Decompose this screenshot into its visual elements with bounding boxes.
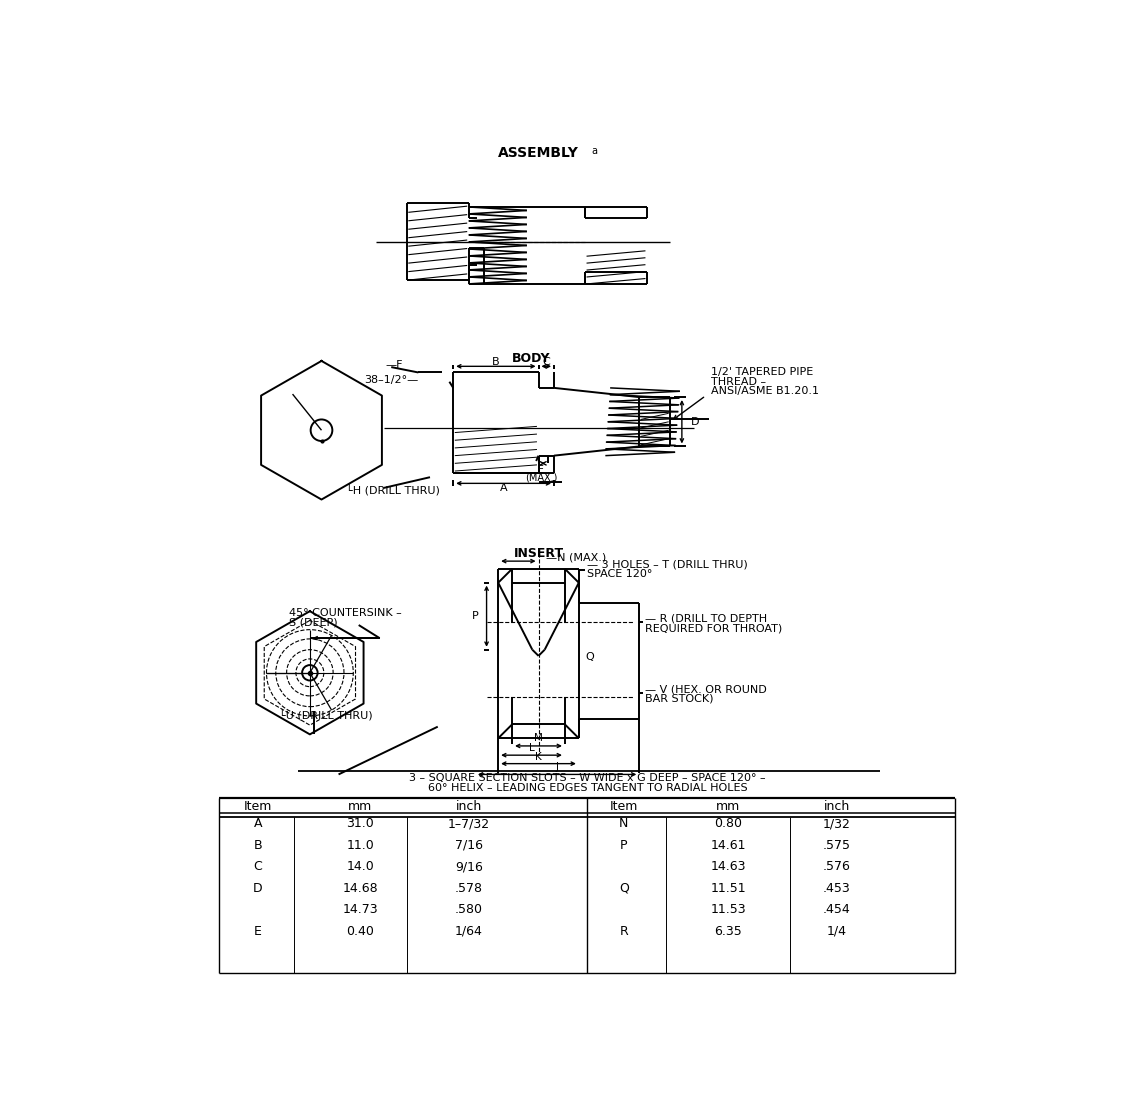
Text: .576: .576 — [823, 861, 850, 873]
Text: E: E — [254, 925, 262, 938]
Text: a: a — [591, 145, 597, 155]
Text: 45° COUNTERSINK –: 45° COUNTERSINK – — [289, 608, 402, 618]
Text: N: N — [619, 818, 628, 830]
Text: (MAX.): (MAX.) — [525, 473, 557, 483]
Text: THREAD –: THREAD – — [711, 377, 766, 387]
Text: R: R — [619, 925, 628, 938]
Text: └U (DRILL THRU): └U (DRILL THRU) — [278, 710, 372, 721]
Text: 6.35: 6.35 — [714, 925, 743, 938]
Text: D: D — [253, 882, 262, 895]
Text: L: L — [528, 743, 534, 754]
Text: J: J — [556, 763, 558, 773]
Text: 1/64: 1/64 — [455, 925, 482, 938]
Text: A: A — [253, 818, 262, 830]
Text: 1/2' TAPERED PIPE: 1/2' TAPERED PIPE — [711, 367, 813, 378]
Text: 7/16: 7/16 — [455, 839, 482, 852]
Text: D: D — [690, 417, 699, 426]
Text: .578: .578 — [455, 882, 482, 895]
Text: 1–7/32: 1–7/32 — [448, 818, 489, 830]
Text: .580: .580 — [455, 904, 482, 917]
Text: A: A — [500, 483, 508, 493]
Text: .454: .454 — [823, 904, 850, 917]
Text: —N (MAX.): —N (MAX.) — [547, 552, 606, 562]
Text: 9/16: 9/16 — [455, 861, 482, 873]
Text: P: P — [472, 612, 479, 622]
Text: 31.0: 31.0 — [346, 818, 374, 830]
Text: Item: Item — [244, 800, 272, 813]
Text: 60° HELIX – LEADING EDGES TANGENT TO RADIAL HOLES: 60° HELIX – LEADING EDGES TANGENT TO RAD… — [427, 782, 747, 792]
Text: .453: .453 — [823, 882, 850, 895]
Text: C: C — [542, 357, 550, 367]
Text: 3 – SQUARE SECTION SLOTS – W WIDE x G DEEP – SPACE 120° –: 3 – SQUARE SECTION SLOTS – W WIDE x G DE… — [409, 774, 766, 784]
Text: Q: Q — [584, 652, 594, 662]
Text: 14.61: 14.61 — [711, 839, 746, 852]
Text: — 3 HOLES – T (DRILL THRU): — 3 HOLES – T (DRILL THRU) — [587, 560, 747, 570]
Text: .575: .575 — [823, 839, 850, 852]
Text: SPACE 120°: SPACE 120° — [587, 570, 652, 580]
Text: 0.40: 0.40 — [346, 925, 375, 938]
Text: BAR STOCK): BAR STOCK) — [645, 694, 714, 704]
Text: inch: inch — [456, 800, 481, 813]
Text: 1/4: 1/4 — [827, 925, 847, 938]
Text: 11.53: 11.53 — [711, 904, 746, 917]
Text: 38–1/2°—: 38–1/2°— — [364, 375, 418, 386]
Text: S (DEEP): S (DEEP) — [289, 618, 338, 628]
Text: E: E — [537, 465, 544, 475]
Text: 0.80: 0.80 — [714, 818, 743, 830]
Text: mm: mm — [348, 800, 372, 813]
Text: K: K — [535, 752, 542, 761]
Text: inch: inch — [824, 800, 850, 813]
Text: 14.0: 14.0 — [346, 861, 374, 873]
Text: Q: Q — [619, 882, 629, 895]
Text: B: B — [253, 839, 262, 852]
Text: — R (DRILL TO DEPTH: — R (DRILL TO DEPTH — [645, 614, 768, 624]
Text: 1/32: 1/32 — [823, 818, 850, 830]
Text: mm: mm — [716, 800, 740, 813]
Text: 14.73: 14.73 — [343, 904, 378, 917]
Text: INSERT: INSERT — [513, 547, 564, 560]
Text: REQUIRED FOR THROAT): REQUIRED FOR THROAT) — [645, 623, 783, 634]
Text: B: B — [492, 357, 500, 367]
Text: — V (HEX. OR ROUND: — V (HEX. OR ROUND — [645, 684, 767, 694]
Text: —F: —F — [385, 359, 402, 370]
Text: C: C — [253, 861, 262, 873]
Text: └H (DRILL THRU): └H (DRILL THRU) — [346, 484, 440, 495]
Text: M: M — [534, 733, 543, 743]
Text: BODY: BODY — [511, 353, 550, 365]
Text: 11.51: 11.51 — [711, 882, 746, 895]
Text: 14.63: 14.63 — [711, 861, 746, 873]
Text: ASSEMBLY: ASSEMBLY — [499, 147, 579, 160]
Text: Item: Item — [610, 800, 638, 813]
Text: 14.68: 14.68 — [343, 882, 378, 895]
Text: ANSI/ASME B1.20.1: ANSI/ASME B1.20.1 — [711, 386, 818, 396]
Text: P: P — [620, 839, 628, 852]
Text: 11.0: 11.0 — [346, 839, 374, 852]
